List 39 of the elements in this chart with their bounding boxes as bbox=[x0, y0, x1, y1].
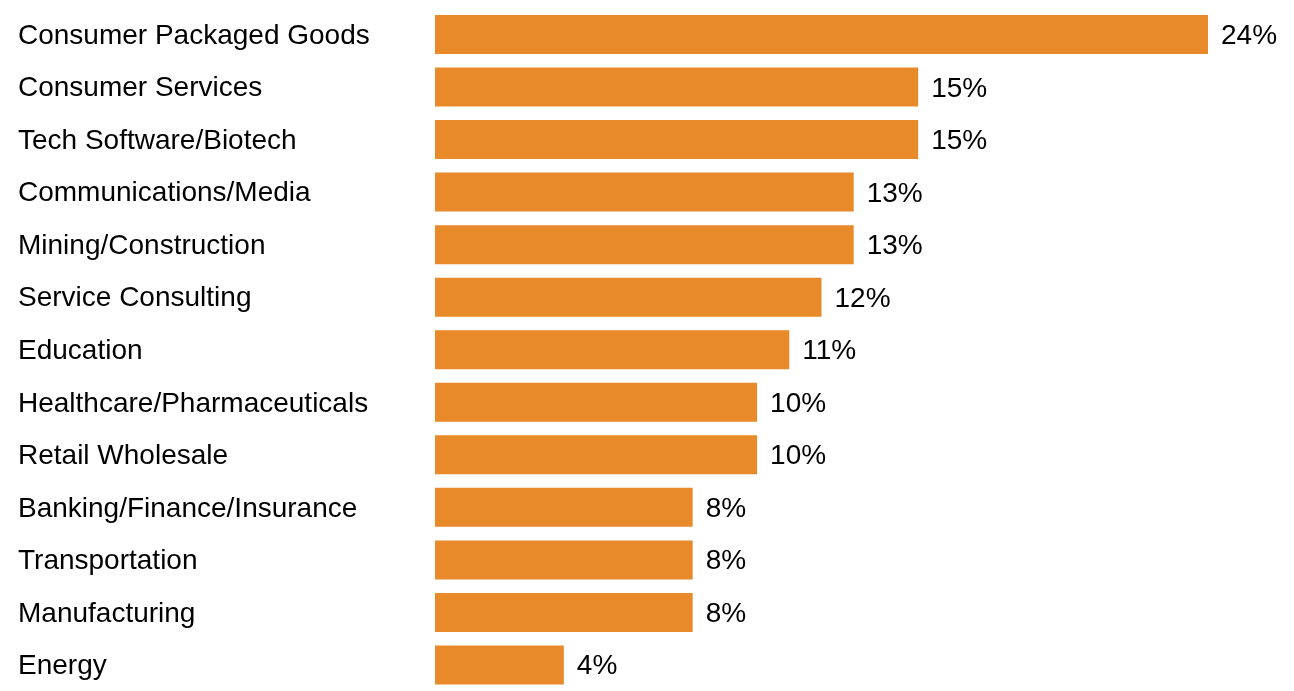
data-label: 13% bbox=[866, 176, 923, 208]
y-tick-label: Retail Wholesale bbox=[18, 439, 229, 471]
data-label: 10% bbox=[770, 386, 827, 418]
data-label: 8% bbox=[705, 491, 747, 523]
bar bbox=[435, 172, 854, 212]
data-label: 4% bbox=[576, 649, 618, 681]
data-label: 15% bbox=[931, 124, 988, 156]
y-tick-label: Tech Software/Biotech bbox=[18, 123, 297, 155]
y-tick-label: Manufacturing bbox=[18, 596, 196, 628]
y-tick-label: Education bbox=[18, 334, 143, 365]
y-tick-label: Consumer Packaged Goods bbox=[18, 18, 370, 50]
data-label: 8% bbox=[705, 544, 747, 576]
data-label: 11% bbox=[802, 334, 857, 366]
y-tick-label: Consumer Services bbox=[18, 71, 263, 103]
y-tick-label: Service Consulting bbox=[18, 281, 252, 313]
bar bbox=[435, 435, 758, 475]
data-label: 10% bbox=[770, 439, 827, 471]
bar bbox=[435, 277, 822, 317]
data-label: 15% bbox=[931, 71, 988, 103]
y-tick-label: Banking/Finance/Insurance bbox=[18, 491, 358, 523]
bar bbox=[435, 592, 693, 632]
y-tick-label: Communications/Media bbox=[18, 176, 311, 208]
data-label: 8% bbox=[705, 596, 747, 628]
bar bbox=[435, 645, 564, 685]
data-label: 12% bbox=[834, 281, 891, 313]
bar bbox=[435, 382, 758, 422]
bar bbox=[435, 15, 1208, 54]
y-tick-label: Transportation bbox=[18, 544, 198, 576]
data-label: 24% bbox=[1221, 19, 1278, 50]
bar bbox=[435, 487, 693, 527]
y-tick-label: Energy bbox=[18, 649, 107, 681]
bar bbox=[435, 330, 790, 370]
bar bbox=[435, 540, 693, 580]
bar bbox=[435, 120, 919, 160]
bar bbox=[435, 225, 854, 265]
y-tick-label: Mining/Construction bbox=[18, 228, 266, 260]
bar bbox=[435, 67, 919, 107]
data-label: 13% bbox=[866, 229, 923, 261]
y-tick-label: Healthcare/Pharmaceuticals bbox=[18, 386, 369, 418]
